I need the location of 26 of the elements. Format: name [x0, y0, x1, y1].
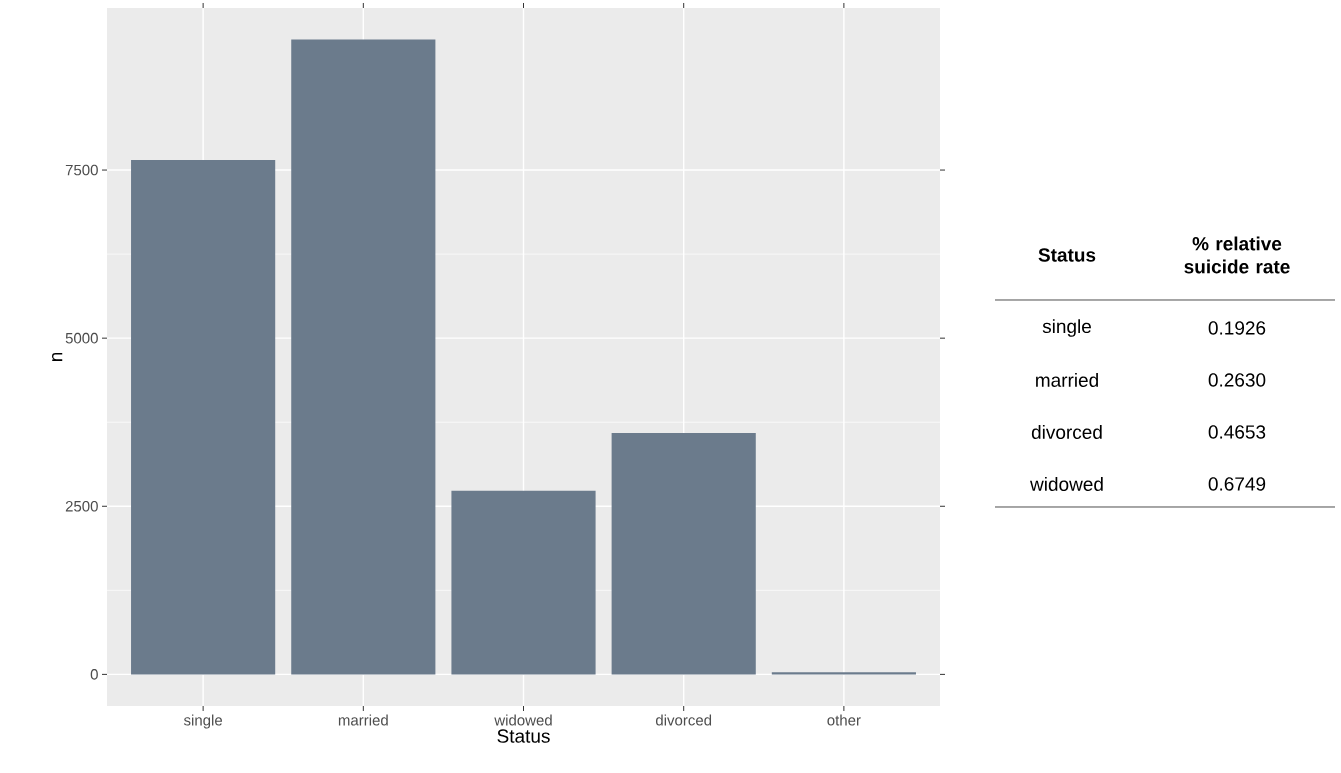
text: Status: [1038, 248, 1096, 262]
text: 0.6749: [1208, 477, 1266, 491]
bar: [451, 490, 596, 675]
text: 0.1926: [1208, 321, 1266, 335]
x-tick-label: single: [183, 714, 223, 729]
x-tick-label: divorced: [655, 714, 712, 726]
y-tick-label: 7500: [65, 164, 98, 176]
text: % relative suicide rate: [1184, 236, 1290, 274]
x-tick-label: married: [338, 714, 388, 726]
text: 0.4653: [1208, 425, 1266, 439]
text: 0.2630: [1208, 373, 1266, 387]
x-tick-label: widowed: [494, 714, 552, 726]
bar: [771, 672, 916, 675]
x-tick-label: other: [827, 714, 861, 726]
x-axis-title: Status: [497, 729, 550, 743]
bar: [611, 432, 756, 675]
y-tick-label: 0: [90, 669, 98, 680]
y-tick-label: 5000: [65, 332, 98, 344]
bar: [131, 159, 276, 675]
text: single: [1042, 319, 1091, 337]
text: divorced: [1031, 425, 1102, 439]
bar: [291, 39, 436, 675]
text: widowed: [1030, 477, 1103, 491]
text: married: [1036, 373, 1098, 387]
y-tick-label: 2500: [65, 500, 98, 512]
y-axis-title: n: [52, 352, 63, 362]
